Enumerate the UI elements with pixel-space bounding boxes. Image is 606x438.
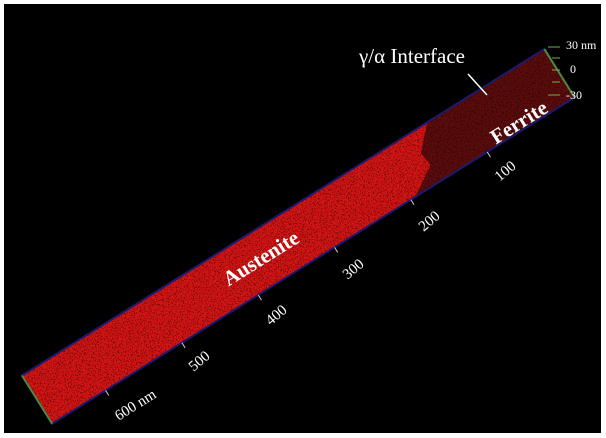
scale-label: 30 nm <box>566 38 597 52</box>
interface-label: γ/α Interface <box>358 44 465 68</box>
apt-reconstruction: Austenite Ferrite γ/α Interface 100 200 … <box>0 0 606 438</box>
scale-label: -30 <box>566 88 582 102</box>
scale-label: 0 <box>570 62 576 76</box>
